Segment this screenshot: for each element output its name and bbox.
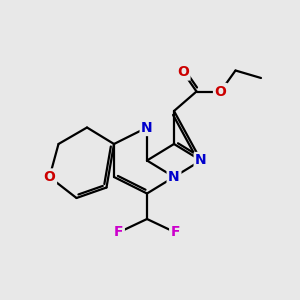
Text: N: N [195, 154, 207, 167]
Text: N: N [168, 170, 180, 184]
Text: F: F [171, 226, 180, 239]
Text: O: O [177, 65, 189, 79]
Text: F: F [114, 226, 123, 239]
Text: O: O [44, 170, 56, 184]
Text: O: O [214, 85, 226, 98]
Text: N: N [141, 121, 153, 134]
